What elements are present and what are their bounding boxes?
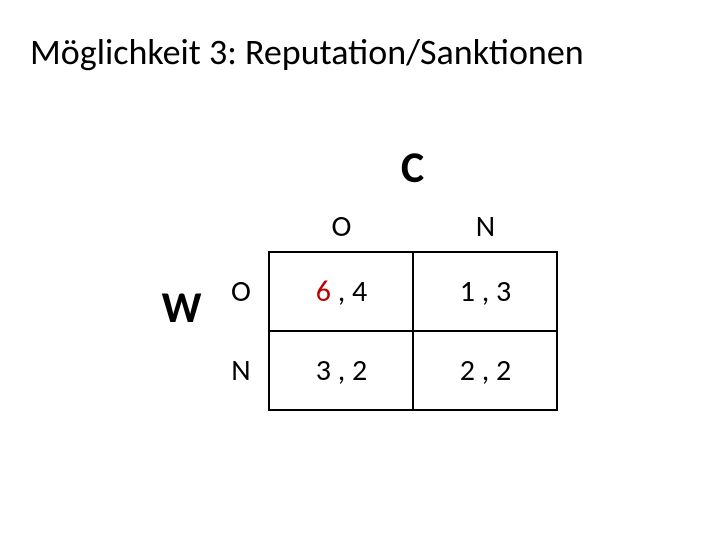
payoff-matrix: C W O N O 6 , 4 1 , 3 [0, 140, 720, 411]
row-header-0: O [213, 252, 269, 331]
cell-0-0: 6 , 4 [269, 252, 413, 331]
payoff-p2: 4 [352, 273, 367, 310]
cell-0-1: 1 , 3 [413, 252, 557, 331]
payoff-sep: , [331, 352, 352, 389]
col-header-0: O [269, 202, 413, 252]
row-player-label: W [162, 280, 202, 334]
slide: Möglichkeit 3: Reputation/Sanktionen C W… [0, 0, 720, 540]
payoff-p2: 2 [352, 352, 367, 389]
payoff-p1: 6 [316, 273, 331, 310]
matrix-table: O N O 6 , 4 1 , 3 N 3 , 2 [213, 202, 558, 411]
payoff-p2: 3 [496, 273, 511, 310]
cell-1-1: 2 , 2 [413, 331, 557, 410]
payoff-sep: , [475, 352, 496, 389]
matrix-grid: W O N O 6 , 4 1 , 3 N [0, 202, 720, 411]
corner-blank [213, 202, 269, 252]
payoff-p2: 2 [496, 352, 511, 389]
slide-title: Möglichkeit 3: Reputation/Sanktionen [30, 30, 690, 74]
column-player-label: C [105, 140, 720, 194]
row-header-1: N [213, 331, 269, 410]
payoff-sep: , [331, 273, 352, 310]
payoff-p1: 2 [460, 352, 475, 389]
payoff-p1: 3 [316, 352, 331, 389]
col-header-1: N [413, 202, 557, 252]
payoff-p1: 1 [460, 273, 475, 310]
cell-1-0: 3 , 2 [269, 331, 413, 410]
payoff-sep: , [475, 273, 496, 310]
